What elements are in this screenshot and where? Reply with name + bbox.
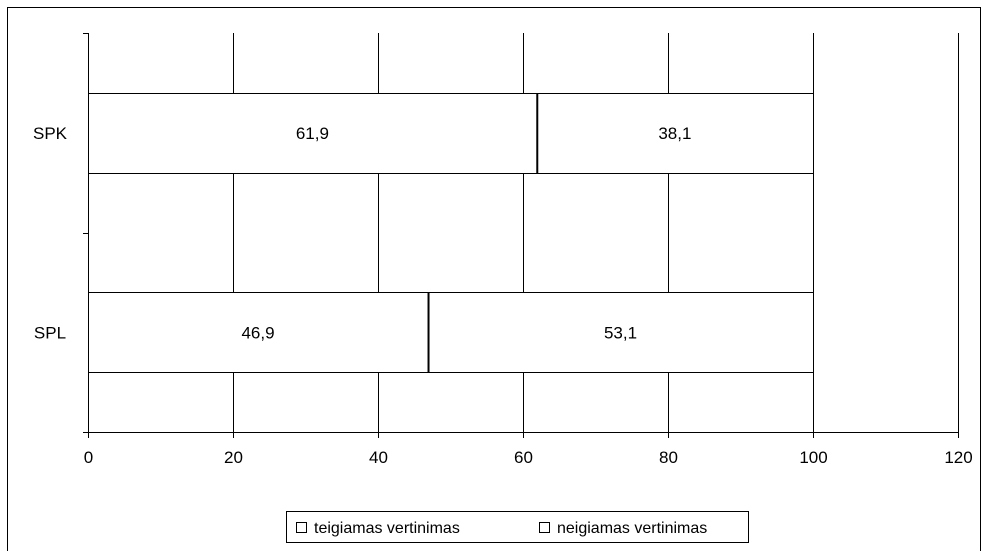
x-tick-label-80: 80 [659,448,678,467]
legend-label-series-1: teigiamas vertinimas [314,520,460,537]
data-label-spk-series-2: 38,1 [658,124,691,143]
x-tick-label-100: 100 [799,448,827,467]
x-tick-label-40: 40 [369,448,388,467]
data-label-spl-series-1: 46,9 [241,323,274,342]
x-tick-label-60: 60 [514,448,533,467]
bar-spl-series-2 [428,292,814,373]
bar-spk-series-2 [536,93,815,174]
data-label-spl-series-2: 53,1 [604,323,637,342]
x-tick-label-20: 20 [224,448,243,467]
data-label-spk-series-1: 61,9 [296,124,329,143]
category-label-spl: SPL [34,323,66,342]
chart-frame [7,7,981,551]
bars: 61,9 38,1 46,9 53,1 [88,93,815,373]
legend-swatch-series-1 [296,522,307,533]
category-label-spk: SPK [33,124,68,143]
legend-box [286,511,749,543]
x-tick-label-0: 0 [84,448,93,467]
bar-spl-series-1 [88,292,430,373]
x-tick-label-120: 120 [944,448,972,467]
legend-swatch-series-2 [539,522,550,533]
legend: teigiamas vertinimas neigiamas vertinimas [286,511,749,543]
legend-label-series-2: neigiamas vertinimas [557,520,707,537]
axes: SPK SPL 0 20 40 60 80 100 120 [33,33,973,467]
